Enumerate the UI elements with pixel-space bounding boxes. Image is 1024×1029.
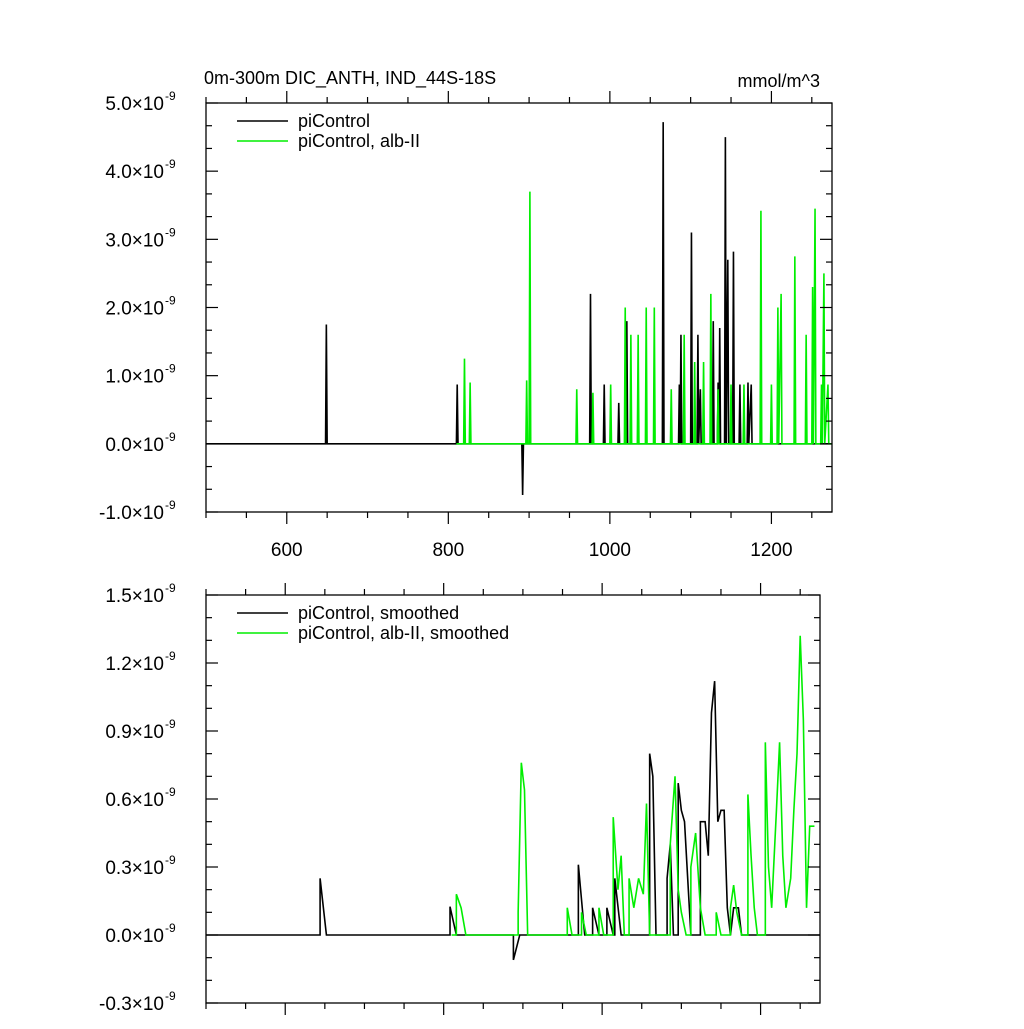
y-tick-label: 5.0×10 [105,94,164,115]
y-tick-label: 1.0×10 [105,367,164,388]
x-tick-label: 800 [432,540,464,561]
y-tick-exponent: -9 [165,785,176,799]
y-tick-exponent: -9 [165,989,176,1003]
y-tick-label: 1.2×10 [105,654,164,675]
y-tick-label: 0.6×10 [105,790,164,811]
units-label: mmol/m^3 [738,71,820,91]
series-line-black [206,681,820,961]
y-tick-exponent: -9 [165,157,176,171]
legend-entry-label: piControl [298,111,370,131]
y-tick-exponent: -9 [165,225,176,239]
y-tick-exponent: -9 [165,649,176,663]
y-tick-exponent: -9 [165,498,176,512]
y-tick-exponent: -9 [165,430,176,444]
y-tick-exponent: -9 [165,294,176,308]
y-tick-label: 2.0×10 [105,299,164,320]
y-tick-label: 0.9×10 [105,722,164,743]
y-tick-exponent: -9 [165,853,176,867]
y-tick-label: -0.3×10 [99,994,164,1015]
y-tick-label: 1.5×10 [105,586,164,607]
y-tick-exponent: -9 [165,89,176,103]
y-tick-label: 0.0×10 [105,435,164,456]
series-line-green [451,635,815,936]
series-line-green [456,191,832,445]
y-tick-label: 4.0×10 [105,162,164,183]
y-tick-label: 3.0×10 [105,230,164,251]
series-line-black [206,122,832,495]
y-tick-label: 0.3×10 [105,858,164,879]
legend-entry-label: piControl, alb-II, smoothed [298,623,509,643]
chart-panel-1: 600 800 1000 1200-1.0×10 -90.0×10 -91.0×10 -92… [99,68,833,561]
legend-entry-label: piControl, alb-II [298,131,420,151]
x-tick-label: 600 [271,540,303,561]
x-tick-label: 1200 [750,540,792,561]
y-tick-exponent: -9 [165,921,176,935]
legend-entry-label: piControl, smoothed [298,603,459,623]
chart-title: 0m-300m DIC_ANTH, IND_44S-18S [204,68,496,89]
y-tick-exponent: -9 [165,581,176,595]
y-tick-exponent: -9 [165,717,176,731]
chart-panel-2: -0.3×10 -90.0×10 -90.3×10 -90.6×10 -90.9×10-… [99,581,821,1015]
y-tick-exponent: -9 [165,362,176,376]
y-tick-label: 0.0×10 [105,926,164,947]
plot-frame [205,102,833,513]
x-tick-label: 1000 [589,540,631,561]
y-tick-label: -1.0×10 [99,503,164,524]
